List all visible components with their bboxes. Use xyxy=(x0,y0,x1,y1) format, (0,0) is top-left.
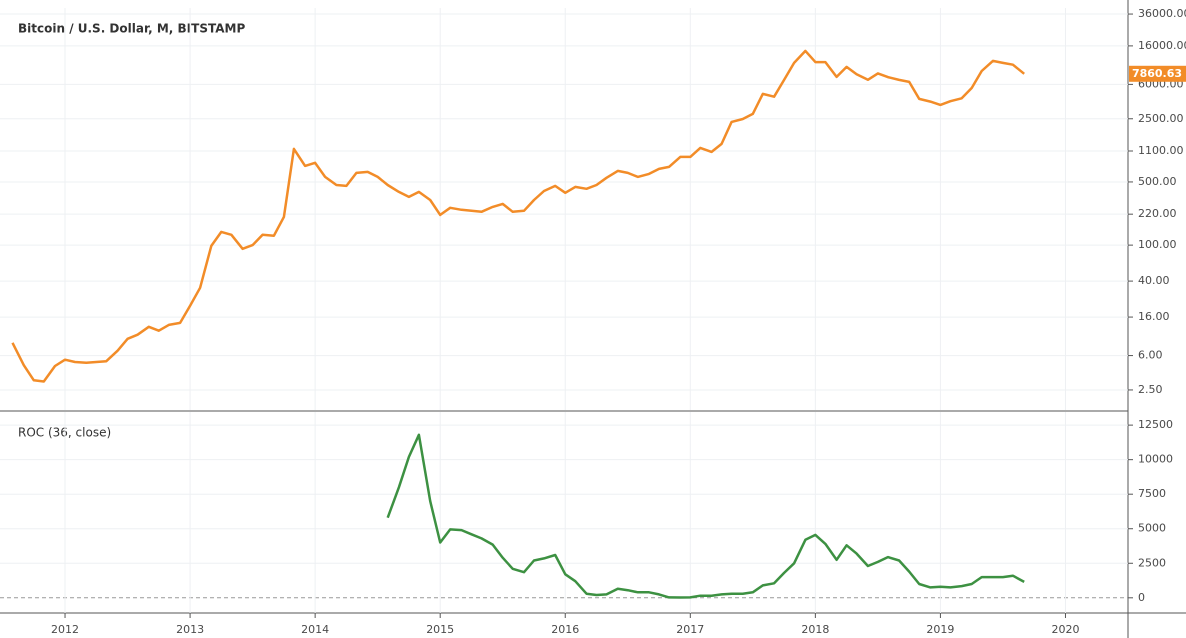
y-tick-label: 0 xyxy=(1138,591,1145,604)
x-tick-label: 2013 xyxy=(176,623,204,636)
y-tick-label: 2500.00 xyxy=(1138,112,1184,125)
y-tick-label: 100.00 xyxy=(1138,238,1177,251)
y-tick-label: 220.00 xyxy=(1138,207,1177,220)
y-tick-label: 12500 xyxy=(1138,418,1173,431)
y-tick-label: 2500 xyxy=(1138,556,1166,569)
last-value-label: 7860.63 xyxy=(1132,67,1182,80)
x-tick-label: 2019 xyxy=(926,623,954,636)
y-tick-label: 5000 xyxy=(1138,522,1166,535)
price-line xyxy=(11,49,1025,383)
y-tick-label: 16000.00 xyxy=(1138,39,1186,52)
y-tick-label: 7500 xyxy=(1138,487,1166,500)
last-value-box xyxy=(1129,65,1186,82)
y-tick-label: 1100.00 xyxy=(1138,144,1184,157)
x-tick-label: 2018 xyxy=(801,623,829,636)
x-tick-label: 2016 xyxy=(551,623,579,636)
y-tick-label: 500.00 xyxy=(1138,175,1177,188)
y-tick-label: 36000.00 xyxy=(1138,7,1186,20)
x-tick-label: 2017 xyxy=(676,623,704,636)
y-tick-label: 10000 xyxy=(1138,453,1173,466)
x-tick-label: 2014 xyxy=(301,623,329,636)
roc-line xyxy=(386,433,1025,599)
y-tick-label: 2.50 xyxy=(1138,383,1163,396)
price-pane-title: Bitcoin / U.S. Dollar, M, BITSTAMP xyxy=(18,22,245,36)
y-tick-label: 16.00 xyxy=(1138,310,1170,323)
x-tick-label: 2020 xyxy=(1051,623,1079,636)
x-tick-label: 2012 xyxy=(51,623,79,636)
y-tick-label: 6.00 xyxy=(1138,349,1163,362)
x-tick-label: 2015 xyxy=(426,623,454,636)
y-tick-label: 40.00 xyxy=(1138,274,1170,287)
